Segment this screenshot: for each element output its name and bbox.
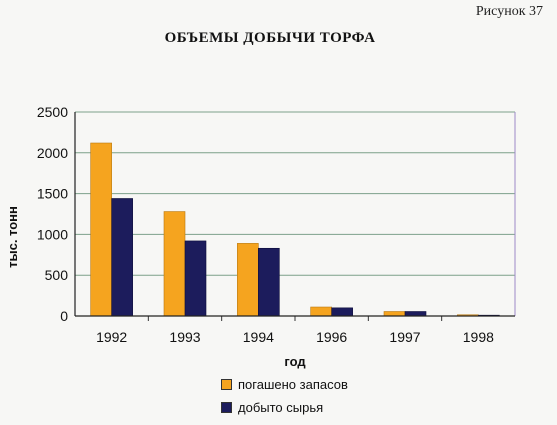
chart-title: ОБЪЕМЫ ДОБЫЧИ ТОРФА: [164, 30, 376, 46]
x-axis-ticks: 1992 1993 1994 1996 1997 1998: [96, 316, 494, 345]
y-tick-label: 1000: [37, 226, 68, 242]
bar-series1-1996: [310, 306, 332, 317]
legend-label-series1: погашено запасов: [238, 377, 348, 392]
figure-label: Рисунок 37: [475, 4, 543, 19]
bar-series2-1993: [184, 240, 207, 317]
bar-series2-1996: [331, 307, 353, 317]
legend: погашено запасов добыто сырья: [221, 373, 348, 419]
bar-series2-1994: [258, 247, 280, 317]
bar-series2-1997: [404, 311, 427, 317]
bar-series1-1993: [163, 211, 186, 317]
legend-swatch-series2: [221, 402, 232, 413]
legend-label-series2: добыто сырья: [238, 400, 324, 415]
y-tick-label: 500: [45, 267, 69, 283]
bar-series2-1992: [111, 198, 133, 317]
legend-swatch-series1: [221, 379, 232, 390]
y-axis-ticks: 0 500 1000 1500 2000 2500: [37, 104, 68, 324]
bar-series1-1994: [237, 243, 259, 317]
y-axis-label: тыс. тонн: [5, 206, 20, 268]
x-tick-label: 1993: [169, 329, 200, 345]
bar-series1-1992: [90, 142, 112, 317]
y-tick-label: 1500: [37, 186, 68, 202]
legend-item-series1: погашено запасов: [221, 373, 348, 396]
bar-series1-1997: [383, 311, 406, 317]
x-tick-label: 1992: [96, 329, 127, 345]
x-tick-label: 1994: [243, 329, 274, 345]
x-tick-label: 1996: [316, 329, 347, 345]
y-tick-label: 2500: [37, 104, 68, 120]
y-tick-label: 2000: [37, 145, 68, 161]
gridlines: [75, 111, 516, 316]
bars: [90, 142, 500, 317]
x-tick-label: 1998: [463, 329, 494, 345]
x-axis-label: год: [284, 354, 306, 369]
y-tick-label: 0: [60, 308, 68, 324]
x-tick-label: 1997: [389, 329, 420, 345]
legend-item-series2: добыто сырья: [221, 396, 348, 419]
